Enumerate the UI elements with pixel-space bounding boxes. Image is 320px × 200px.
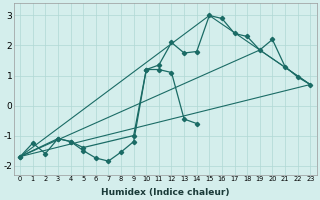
X-axis label: Humidex (Indice chaleur): Humidex (Indice chaleur) [101, 188, 229, 197]
